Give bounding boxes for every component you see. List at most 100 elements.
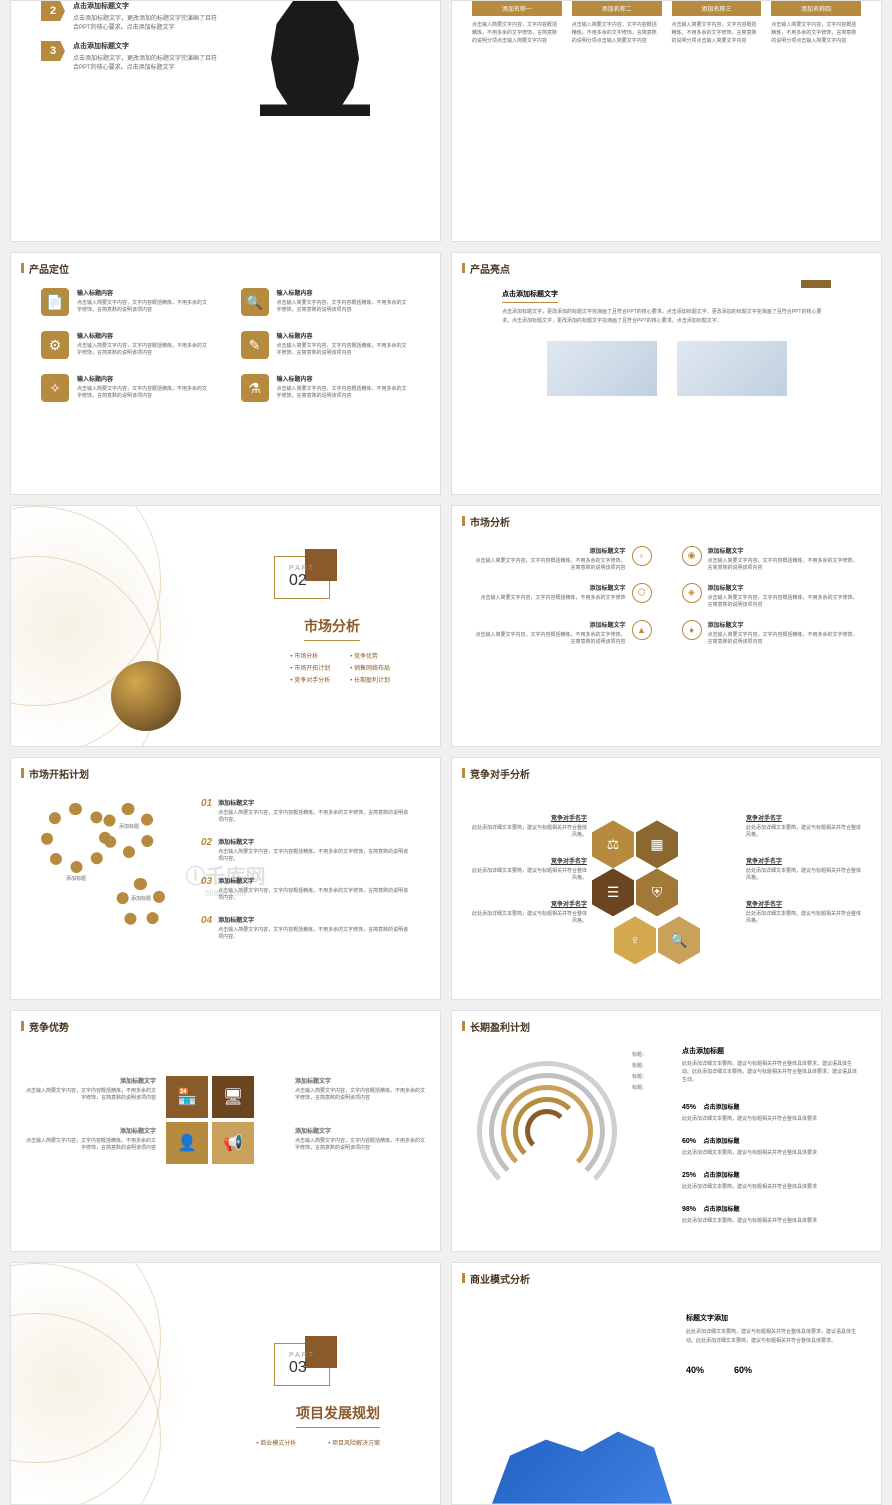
item-desc: 点击输入简要文字内容，文字内容概括精炼，不用多余的文字修饰 <box>480 594 625 601</box>
advantage-title: 添加标题文字 <box>295 1076 425 1085</box>
competitor-desc: 此处添加详细文本要简，建议与标题相关并符合整体风格。 <box>746 824 861 838</box>
item-desc: 点击输入简要文字内容，文字内容概括精炼，不用多余的文字修饰，言简意赅的说明该项内… <box>218 887 410 901</box>
gear-label: 添加标题 <box>56 875 96 882</box>
item-title: 添加标题文字 <box>708 620 862 629</box>
percentage: 60% <box>734 1365 752 1375</box>
slide-product-highlights: 产品亮点 点击添加标题文字 点击添加标题文字，更改添加的标题文字完演画了且符合P… <box>451 252 882 494</box>
percentage-item: 25% 点击添加标题 此处添加详细文本要简，建议与标题相关并符合整体具体要求 <box>682 1164 861 1190</box>
advantage-text: 添加标题文字点击输入简要文字内容，文字内容概括精炼，不用多余的文字修饰，言简意赅… <box>295 1126 425 1151</box>
feature-title: 输入标题内容 <box>77 331 211 340</box>
subtitle: 点击添加标题文字 <box>502 289 558 303</box>
percentage-label: 点击添加标题 <box>703 1105 739 1111</box>
part-number: 02 <box>289 572 315 590</box>
feature-icon: ✎ <box>241 331 269 359</box>
competitor-desc: 此处添加详细文本要简，建议与标题相关并符合整体风格。 <box>746 867 861 881</box>
gear-label: 添加标题 <box>109 823 149 830</box>
legend-item: 标题： <box>632 1062 647 1069</box>
legend-item: 标题： <box>632 1084 647 1091</box>
percentage-label: 点击添加标题 <box>703 1139 739 1145</box>
part-box: PART 02 <box>274 556 330 599</box>
subtitle: 标题文字添加 <box>686 1313 856 1323</box>
percentage-label: 点击添加标题 <box>703 1173 739 1179</box>
slide-product-positioning: 产品定位 📄 输入标题内容 点击输入简要文字内容，文字内容概括精炼，不用多余的文… <box>10 252 441 494</box>
column: 添加名称二 点击输入简要文字内容，文字内容概括精炼，不用多余的文字修饰，言简意赅… <box>572 1 662 45</box>
list-item: 02 添加标题文字 点击输入简要文字内容，文字内容概括精炼，不用多余的文字修饰，… <box>201 837 410 862</box>
bullet-item: 竞争对手分析 <box>290 675 330 684</box>
slide-title: 竞争优势 <box>29 1019 69 1034</box>
percentage-item: 60% 点击添加标题 此处添加详细文本要简，建议与标题相关并符合整体具体要求 <box>682 1130 861 1156</box>
item-title: 添加标题文字 <box>472 620 626 629</box>
description: 此处添加详细文本要简，建议与标题相关并符合整体具体要求，建议语具体生动。此处添加… <box>686 1328 856 1345</box>
slide-part-divider-03: PART 03 项目发展规划 商业模式分析 项目风险解决方案 <box>10 1262 441 1504</box>
percentage-value: 45% <box>682 1104 696 1111</box>
list-item: 01 添加标题文字 点击输入简要文字内容，文字内容概括精炼，不用多余的文字修饰，… <box>201 798 410 823</box>
item-desc: 点击输入简要文字内容，文字内容概括精炼，不用多余的文字修饰，言简意赅的说明该项内… <box>472 631 626 645</box>
percentage: 40% <box>686 1365 704 1375</box>
competitor-label: 竞争对手名字 此处添加详细文本要简，建议与标题相关并符合整体风格。 <box>472 856 587 881</box>
advantage-desc: 点击输入简要文字内容，文字内容概括精炼，不用多余的文字修饰，言简意赅的说明该项内… <box>26 1087 156 1101</box>
competitor-desc: 此处添加详细文本要简，建议与标题相关并符合整体风格。 <box>746 910 861 924</box>
bullet-item: 市场分析 <box>290 651 330 660</box>
item-desc: 点击输入简要文字内容，文字内容概括精炼，不用多余的文字修饰，言简意赅的说明该项内… <box>218 848 410 862</box>
analysis-item: ⬡ 添加标题文字 点击输入简要文字内容，文字内容概括精炼，不用多余的文字修饰 <box>472 583 652 608</box>
slide-competitive-advantage: 竞争优势 🏪🖥👤📢 添加标题文字点击输入简要文字内容，文字内容概括精炼，不用多余… <box>10 1010 441 1252</box>
item-title: 添加标题文字 <box>218 876 410 885</box>
part-number: 03 <box>289 1359 315 1377</box>
competitor-label: 竞争对手名字 此处添加详细文本要简，建议与标题相关并符合整体风格。 <box>472 899 587 924</box>
analysis-item: ◉ 添加标题文字 点击输入简要文字内容，文字内容概括精炼，不用多余的文字修饰，言… <box>682 546 862 571</box>
bullet-item: 商业模式分析 <box>256 1438 308 1447</box>
competitor-desc: 此处添加详细文本要简，建议与标题相关并符合整体风格。 <box>472 910 587 924</box>
accent-bar <box>801 280 831 288</box>
feature-desc: 点击输入简要文字内容，文字内容概括精炼，不用多余的文字修饰，言简意赅的说明该项内… <box>77 385 211 399</box>
feature-item: 📄 输入标题内容 点击输入简要文字内容，文字内容概括精炼，不用多余的文字修饰，言… <box>41 288 211 316</box>
item-desc: 点击输入简要文字内容，文字内容概括精炼，不用多余的文字修饰，言简意赅的说明该项内… <box>218 926 410 940</box>
analysis-icon: ⬡ <box>632 583 652 603</box>
item-desc: 点击输入简要文字内容，文字内容概括精炼，不用多余的文字修饰，言简意赅的说明该项内… <box>472 557 626 571</box>
advantage-title: 添加标题文字 <box>26 1076 156 1085</box>
hexagon-icon: ♀ <box>614 916 656 964</box>
hexagon-icon: ▦ <box>636 820 678 868</box>
number-badge: 2 <box>41 1 65 21</box>
list-item: 04 添加标题文字 点击输入简要文字内容，文字内容概括精炼，不用多余的文字修饰，… <box>201 915 410 940</box>
gear-label: 添加标题 <box>121 895 161 902</box>
competitor-name: 竞争对手名字 <box>472 899 587 908</box>
competitor-desc: 此处添加详细文本要简，建议与标题相关并符合整体风格。 <box>472 824 587 838</box>
legend-item: 标题： <box>632 1073 647 1080</box>
analysis-item: ♀ 添加标题文字 点击输入简要文字内容，文字内容概括精炼，不用多余的文字修饰，言… <box>472 546 652 571</box>
numbered-item: 3 点击添加标题文字 点击添加标题文字，更改添加的标题文字完演画了且符合PPT的… <box>41 41 221 71</box>
column-header: 添加名称三 <box>672 1 762 16</box>
competitor-label: 竞争对手名字 此处添加详细文本要简，建议与标题相关并符合整体风格。 <box>472 813 587 838</box>
feature-icon: 📄 <box>41 288 69 316</box>
slide-title: 竞争对手分析 <box>470 766 530 781</box>
slide-title: 市场开拓计划 <box>29 766 89 781</box>
part-label: PART <box>289 1352 315 1359</box>
advantage-desc: 点击输入简要文字内容，文字内容概括精炼，不用多余的文字修饰，言简意赅的说明该项内… <box>295 1087 425 1101</box>
advantage-text: 添加标题文字点击输入简要文字内容，文字内容概括精炼，不用多余的文字修饰，言简意赅… <box>295 1076 425 1101</box>
column: 添加名称一 点击输入简要文字内容，文字内容概括精炼，不用多余的文字修饰，言简意赅… <box>472 1 562 45</box>
part-title: 项目发展规划 <box>296 1403 380 1428</box>
percentage-value: 98% <box>682 1206 696 1213</box>
slide-competitor-analysis: 竞争对手分析 ⚖▦☰⛨♀🔍 竞争对手名字 此处添加详细文本要简，建议与标题相关并… <box>451 757 882 999</box>
competitor-name: 竞争对手名字 <box>472 856 587 865</box>
analysis-icon: ◈ <box>682 583 702 603</box>
wave-decoration <box>11 1263 191 1503</box>
slide-market-analysis: 市场分析 ♀ 添加标题文字 点击输入简要文字内容，文字内容概括精炼，不用多余的文… <box>451 505 882 747</box>
competitor-label: 竞争对手名字 此处添加详细文本要简，建议与标题相关并符合整体风格。 <box>746 813 861 838</box>
feature-icon: 🔍 <box>241 288 269 316</box>
column-text: 点击输入简要文字内容，文字内容概括精炼，不用多余的文字修饰，言简意赅的说明分项点… <box>672 21 762 45</box>
part-title: 市场分析 <box>304 616 360 641</box>
competitor-name: 竞争对手名字 <box>746 899 861 908</box>
subtitle: 点击添加标题 <box>682 1046 861 1056</box>
feature-desc: 点击输入简要文字内容，文字内容概括精炼，不用多余的文字修饰，言简意赅的说明该项内… <box>77 299 211 313</box>
slide-market-expansion: 市场开拓计划 添加标题 添加标题 添加标题 01 添加标题文字 点击输入简要文字… <box>10 757 441 999</box>
competitor-name: 竞争对手名字 <box>746 856 861 865</box>
gears-graphic: 添加标题 添加标题 添加标题 <box>41 803 181 943</box>
analysis-icon: ◉ <box>682 546 702 566</box>
competitor-name: 竞争对手名字 <box>472 813 587 822</box>
item-desc: 点击输入简要文字内容，文字内容概括精炼，不用多余的文字修饰，言简意赅的说明该项内… <box>708 557 862 571</box>
analysis-icon: ♦ <box>682 620 702 640</box>
column-text: 点击输入简要文字内容，文字内容概括精炼，不用多余的文字修饰，言简意赅的说明分项点… <box>771 21 861 45</box>
column: 添加名称三 点击输入简要文字内容，文字内容概括精炼，不用多余的文字修饰，言简意赅… <box>672 1 762 45</box>
bullet-item: 项目风险解决方案 <box>328 1438 380 1447</box>
feature-icon: ✧ <box>41 374 69 402</box>
